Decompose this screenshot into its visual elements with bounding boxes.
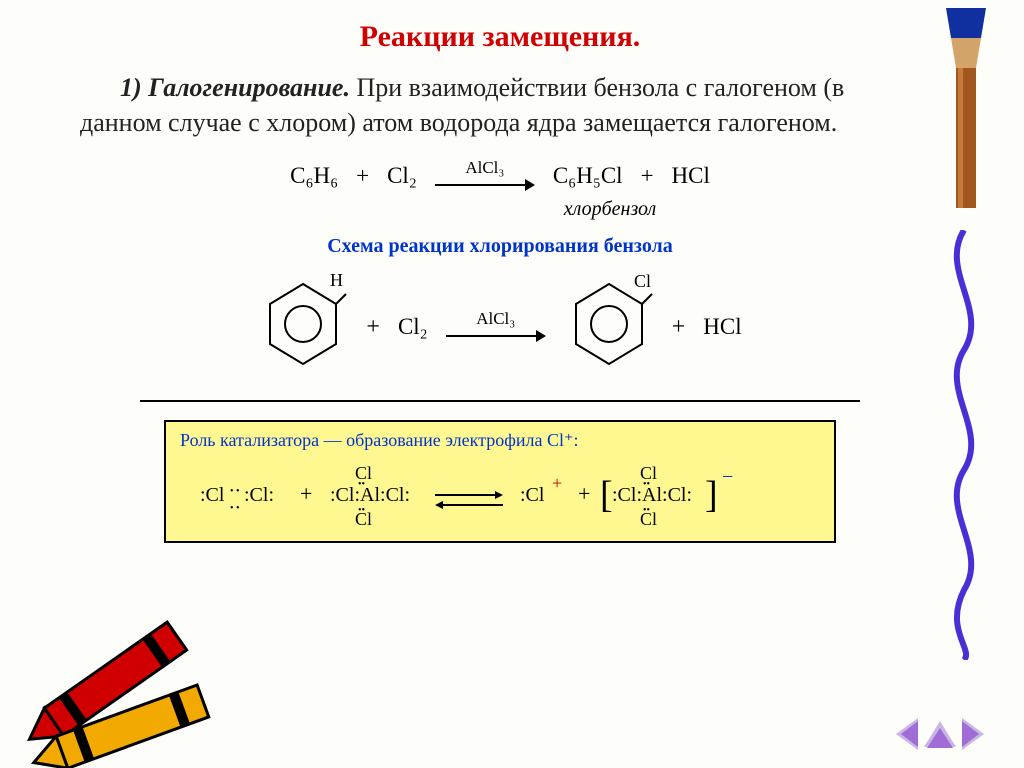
svg-text:[: [ [600,474,613,516]
pencil-icon [926,8,1006,228]
svg-text::Cl:Al:Cl:: :Cl:Al:Cl: [612,484,692,506]
scheme-catalyst: AlCl₃ [476,309,515,329]
catalyst-box: Роль катализатора — образование электроф… [164,420,836,543]
svg-text:H: H [330,272,343,290]
svg-text:+: + [552,473,562,493]
scheme-reagent: Cl₂ [398,314,428,340]
svg-text:Cl: Cl [634,272,651,291]
eq1-plus-1: + [356,163,369,189]
scheme-row: H + Cl₂ AlCl₃ Cl + HCl [80,272,920,382]
nav-prev[interactable] [896,718,918,750]
svg-text:Cl: Cl [355,509,372,529]
eq1-lhs-b: Cl₂ [387,163,417,189]
squiggle-icon [934,230,994,660]
equation-1: C₆H₆ + Cl₂ AlCl₃ C₆H₅Cl + HCl [80,158,920,194]
scheme-plus-1: + [366,314,380,341]
svg-text:−: − [722,466,733,488]
svg-text::Cl: :Cl [200,484,225,506]
slide-content: Реакции замещения. 1) Галогенирование. П… [80,20,920,543]
nav-controls [896,718,984,750]
eq1-rhs-b: HCl [672,163,710,189]
svg-text:+: + [300,481,312,506]
svg-text:Cl: Cl [640,509,657,529]
lewis-structure: :Cl • • • • :Cl: + Cl •• :Cl:Al:Cl: •• C… [180,459,820,529]
svg-text::Cl:: :Cl: [244,484,274,506]
eq1-arrow: AlCl₃ [435,158,535,194]
benzene-right: Cl [564,272,654,382]
role-line: Роль катализатора — образование электроф… [180,430,820,451]
scheme-arrow: AlCl₃ [446,309,546,345]
svg-text:+: + [578,481,590,506]
benzene-left: H [258,272,348,382]
eq1-product-label: хлорбензол [80,198,920,221]
scheme-title: Схема реакции хлорирования бензола [80,235,920,258]
eq1-catalyst: AlCl₃ [465,158,504,178]
lead-term: 1) Галогенирование. [120,73,350,102]
crayons-icon [0,568,230,768]
divider [140,400,860,402]
svg-text:]: ] [705,474,718,516]
intro-paragraph: 1) Галогенирование. При взаимодействии б… [80,70,920,140]
eq1-plus-2: + [641,163,654,189]
scheme-plus-2: + [672,314,686,341]
slide-title: Реакции замещения. [80,20,920,54]
nav-next[interactable] [962,718,984,750]
eq1-rhs-a: C₆H₅Cl [553,163,623,189]
scheme-product2: HCl [703,314,741,340]
nav-up[interactable] [924,718,956,750]
svg-text::Cl: :Cl [520,484,545,506]
svg-text:• •: • • [230,503,240,514]
svg-text:• •: • • [230,486,240,497]
svg-text::Cl:Al:Cl:: :Cl:Al:Cl: [330,484,410,506]
eq1-lhs-a: C₆H₆ [290,163,338,189]
